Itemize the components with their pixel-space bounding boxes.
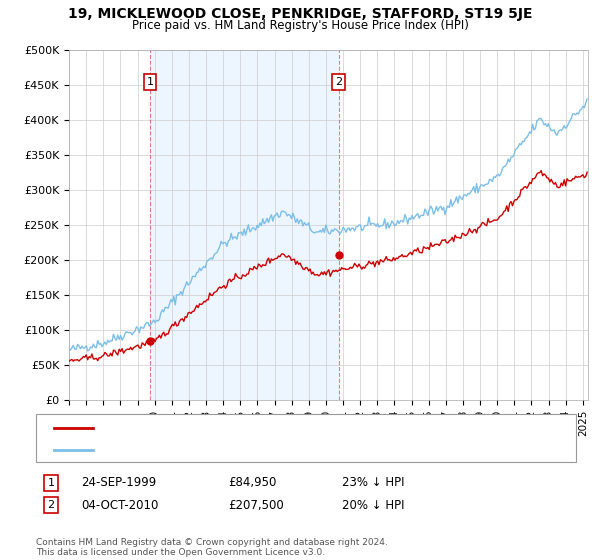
Text: £207,500: £207,500 bbox=[228, 498, 284, 512]
Text: 04-OCT-2010: 04-OCT-2010 bbox=[81, 498, 158, 512]
Text: £84,950: £84,950 bbox=[228, 476, 277, 489]
Text: 20% ↓ HPI: 20% ↓ HPI bbox=[342, 498, 404, 512]
Text: 19, MICKLEWOOD CLOSE, PENKRIDGE, STAFFORD, ST19 5JE (detached house): 19, MICKLEWOOD CLOSE, PENKRIDGE, STAFFOR… bbox=[99, 423, 504, 433]
Text: 1: 1 bbox=[47, 478, 55, 488]
Text: 23% ↓ HPI: 23% ↓ HPI bbox=[342, 476, 404, 489]
Text: HPI: Average price, detached house, South Staffordshire: HPI: Average price, detached house, Sout… bbox=[99, 445, 393, 455]
Text: 19, MICKLEWOOD CLOSE, PENKRIDGE, STAFFORD, ST19 5JE: 19, MICKLEWOOD CLOSE, PENKRIDGE, STAFFOR… bbox=[68, 7, 532, 21]
Text: Price paid vs. HM Land Registry's House Price Index (HPI): Price paid vs. HM Land Registry's House … bbox=[131, 19, 469, 32]
Text: 1: 1 bbox=[146, 77, 154, 87]
Text: 2: 2 bbox=[335, 77, 343, 87]
Text: Contains HM Land Registry data © Crown copyright and database right 2024.
This d: Contains HM Land Registry data © Crown c… bbox=[36, 538, 388, 557]
Bar bbox=[150, 50, 339, 400]
Text: 24-SEP-1999: 24-SEP-1999 bbox=[81, 476, 156, 489]
Text: 2: 2 bbox=[47, 500, 55, 510]
